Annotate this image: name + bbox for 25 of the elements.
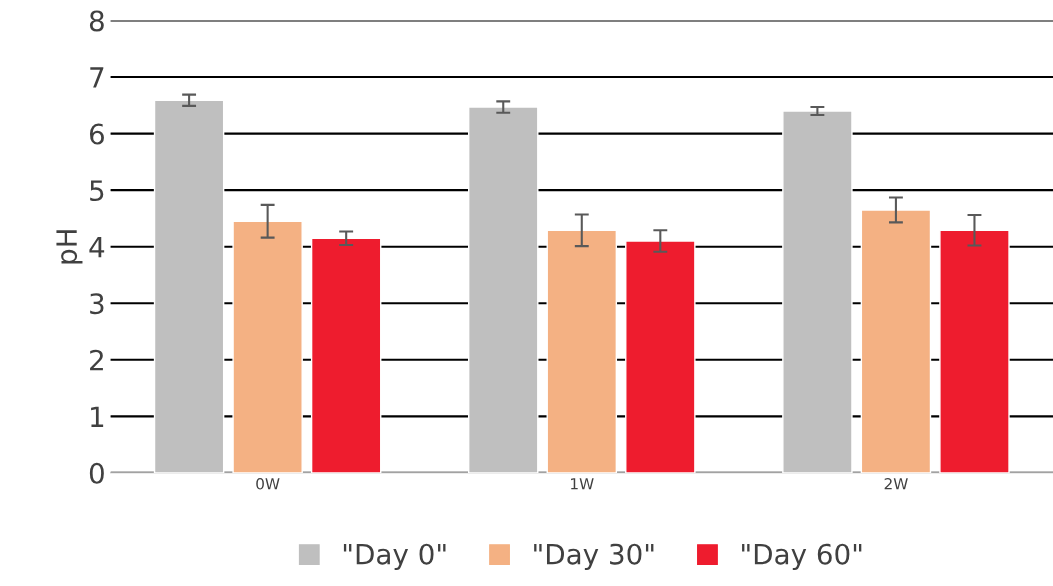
legend-label: "Day 30": [534, 543, 654, 571]
legend-label: "Day 60": [742, 543, 862, 571]
y-tick-label: 8: [89, 10, 104, 32]
legend-label: "Day 0": [343, 543, 446, 571]
x-tick-label: 0W: [256, 478, 280, 490]
bar: [939, 229, 1010, 473]
y-tick-label: 4: [89, 237, 105, 258]
y-axis-title: pH: [56, 230, 83, 264]
bar: [467, 106, 539, 473]
bar: [625, 240, 696, 473]
y-tick-label: 6: [89, 123, 104, 145]
y-tick-label: 1: [91, 406, 104, 427]
bar: [310, 237, 382, 473]
x-tick-label: 2W: [884, 478, 908, 490]
bar: [546, 229, 618, 473]
y-tick-label: 7: [90, 67, 104, 88]
bar: [232, 220, 303, 473]
y-tick-label: 3: [90, 293, 104, 315]
bar: [860, 209, 932, 473]
bar: [153, 99, 225, 473]
y-tick-label: 0: [89, 462, 104, 484]
bar: [782, 110, 853, 473]
y-tick-label: 2: [90, 349, 103, 371]
x-tick-label: 1W: [571, 478, 594, 490]
y-tick-label: 5: [90, 180, 104, 202]
